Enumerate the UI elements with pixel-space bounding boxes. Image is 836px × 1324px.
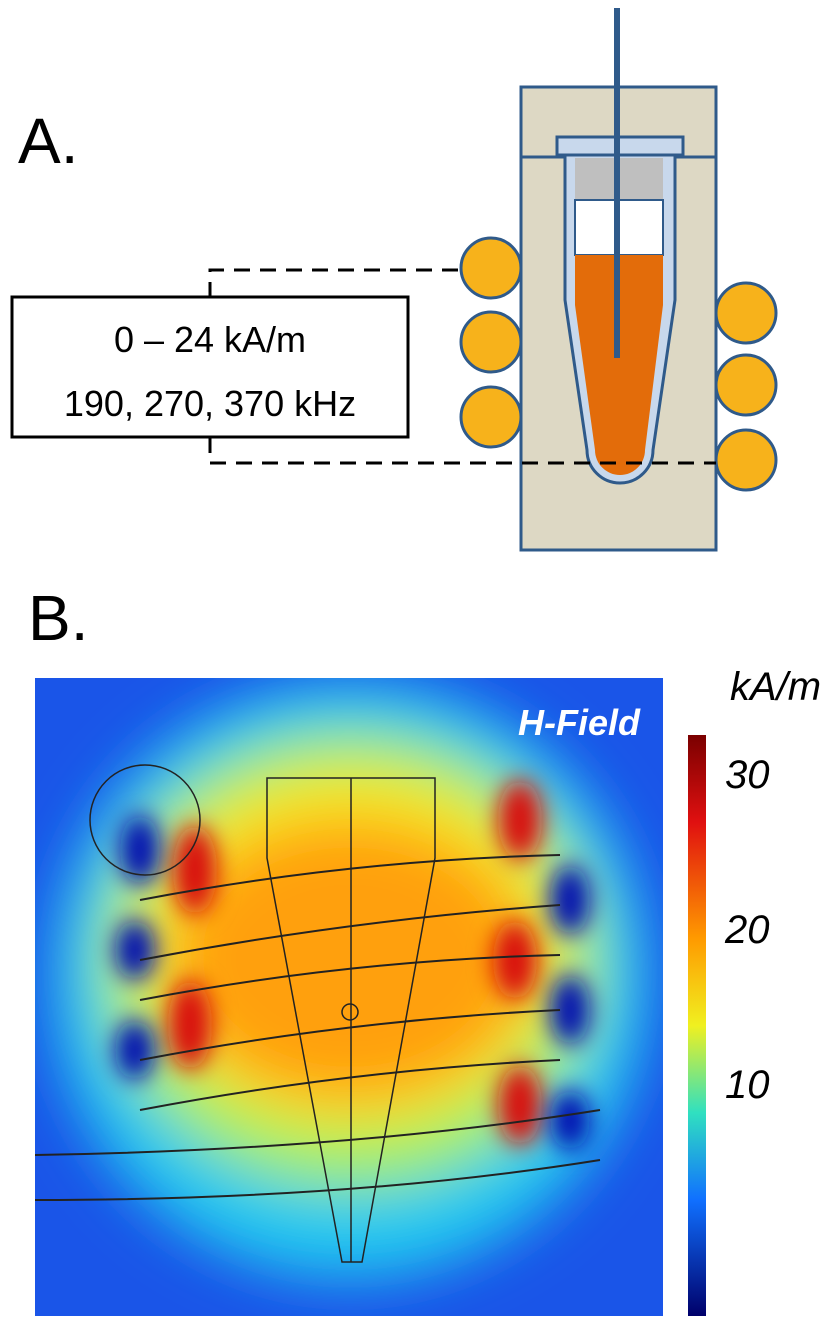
- colorbar-tick-label: 20: [724, 908, 770, 952]
- colorbar-unit: kA/m: [730, 665, 821, 709]
- colorbar: [688, 735, 706, 1316]
- colorbar-ticks: 30 20 10: [724, 753, 770, 1107]
- colorbar-tick-label: 10: [725, 1063, 770, 1107]
- colorbar-tick-label: 30: [725, 753, 770, 797]
- map-title: H-Field: [518, 702, 641, 743]
- figure: A. 0 – 24 kA/m 190, 270, 370 kHz B.: [0, 0, 836, 1324]
- panel-label: B.: [28, 582, 88, 654]
- frequencies: 190, 270, 370 kHz: [64, 383, 356, 424]
- field-range: 0 – 24 kA/m: [114, 319, 306, 360]
- heatmap: [35, 678, 663, 1316]
- panel-label: A.: [18, 105, 78, 177]
